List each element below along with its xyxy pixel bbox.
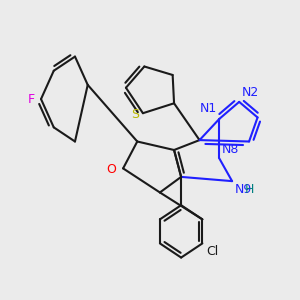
Text: F: F bbox=[28, 92, 35, 106]
Text: N2: N2 bbox=[242, 86, 259, 99]
Text: Cl: Cl bbox=[207, 245, 219, 258]
Text: O: O bbox=[106, 163, 116, 176]
Text: N1: N1 bbox=[199, 102, 217, 115]
Text: H: H bbox=[245, 183, 254, 196]
Text: S: S bbox=[131, 108, 139, 121]
Text: N9: N9 bbox=[235, 183, 252, 196]
Text: N8: N8 bbox=[222, 143, 240, 156]
